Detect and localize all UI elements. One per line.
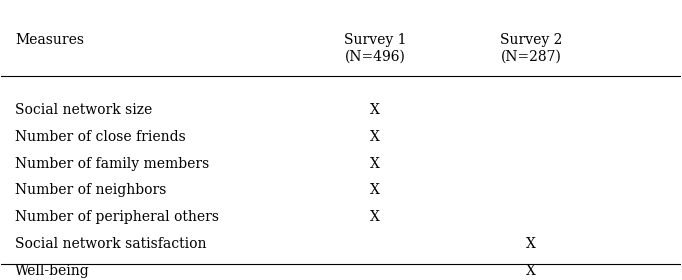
Text: Social network size: Social network size	[15, 103, 152, 117]
Text: X: X	[370, 103, 380, 117]
Text: Well-being: Well-being	[15, 263, 90, 277]
Text: Social network satisfaction: Social network satisfaction	[15, 237, 207, 251]
Text: X: X	[370, 183, 380, 197]
Text: Number of neighbors: Number of neighbors	[15, 183, 166, 197]
Text: X: X	[370, 130, 380, 144]
Text: Survey 2
(N=287): Survey 2 (N=287)	[500, 34, 563, 64]
Text: Number of peripheral others: Number of peripheral others	[15, 210, 219, 224]
Text: X: X	[527, 237, 536, 251]
Text: Measures: Measures	[15, 34, 84, 48]
Text: Survey 1
(N=496): Survey 1 (N=496)	[344, 34, 406, 64]
Text: X: X	[527, 263, 536, 277]
Text: X: X	[370, 210, 380, 224]
Text: Number of family members: Number of family members	[15, 157, 209, 171]
Text: X: X	[370, 157, 380, 171]
Text: Number of close friends: Number of close friends	[15, 130, 186, 144]
